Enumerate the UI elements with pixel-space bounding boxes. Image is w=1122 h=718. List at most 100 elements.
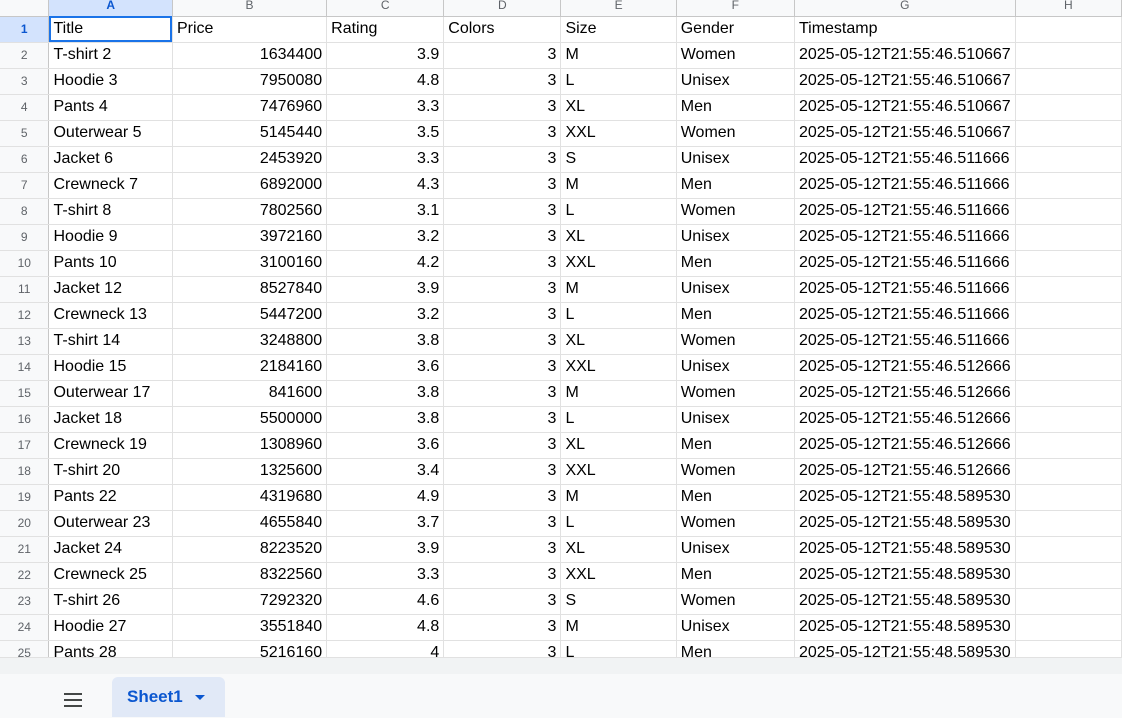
cell-g[interactable]: 2025-05-12T21:55:46.512666 [794, 406, 1016, 433]
cell-c[interactable]: 3.7 [326, 510, 445, 537]
cell-c[interactable]: 3.3 [326, 94, 445, 121]
cell-c[interactable]: 3.6 [326, 432, 445, 459]
cell-h[interactable] [1015, 458, 1122, 485]
cell-e[interactable]: XXL [560, 458, 677, 485]
cell-b[interactable]: 7292320 [172, 588, 328, 615]
cell-a[interactable]: T-shirt 20 [48, 458, 173, 485]
cell-e[interactable]: M [560, 484, 677, 511]
cell-g[interactable]: Timestamp [794, 16, 1016, 43]
cell-e[interactable]: L [560, 406, 677, 433]
cell-d[interactable]: 3 [443, 42, 562, 69]
cell-b[interactable]: 4319680 [172, 484, 328, 511]
cell-d[interactable]: 3 [443, 354, 562, 381]
cell-g[interactable]: 2025-05-12T21:55:46.510667 [794, 68, 1016, 95]
cell-h[interactable] [1015, 172, 1122, 199]
cell-c[interactable]: 3.1 [326, 198, 445, 225]
cell-e[interactable]: XL [560, 328, 677, 355]
cell-c[interactable]: 4.6 [326, 588, 445, 615]
cell-e[interactable]: L [560, 302, 677, 329]
row-number[interactable]: 8 [0, 198, 50, 225]
cell-g[interactable]: 2025-05-12T21:55:46.511666 [794, 198, 1016, 225]
row-number[interactable]: 24 [0, 614, 50, 641]
row-number[interactable]: 17 [0, 432, 50, 459]
row-number[interactable]: 7 [0, 172, 50, 199]
cell-e[interactable]: L [560, 198, 677, 225]
cell-h[interactable] [1015, 250, 1122, 277]
cell-g[interactable]: 2025-05-12T21:55:46.511666 [794, 224, 1016, 251]
cell-e[interactable]: M [560, 172, 677, 199]
cell-e[interactable]: Size [560, 16, 677, 43]
cell-e[interactable]: XXL [560, 354, 677, 381]
cell-b[interactable]: 1308960 [172, 432, 328, 459]
cell-f[interactable]: Women [676, 588, 795, 615]
column-header-f[interactable]: F [676, 0, 795, 17]
cell-a[interactable]: Hoodie 15 [48, 354, 173, 381]
cell-a[interactable]: Crewneck 19 [48, 432, 173, 459]
cell-f[interactable]: Men [676, 562, 795, 589]
cell-c[interactable]: 3.5 [326, 120, 445, 147]
cell-f[interactable]: Women [676, 198, 795, 225]
cell-f[interactable]: Men [676, 250, 795, 277]
cell-b[interactable]: 8527840 [172, 276, 328, 303]
row-number[interactable]: 4 [0, 94, 50, 121]
cell-g[interactable]: 2025-05-12T21:55:48.589530 [794, 588, 1016, 615]
cell-d[interactable]: 3 [443, 562, 562, 589]
row-number[interactable]: 6 [0, 146, 50, 173]
cell-h[interactable] [1015, 536, 1122, 563]
row-number[interactable]: 18 [0, 458, 50, 485]
cell-a[interactable]: Hoodie 3 [48, 68, 173, 95]
cell-f[interactable]: Men [676, 94, 795, 121]
cell-d[interactable]: 3 [443, 172, 562, 199]
cell-g[interactable]: 2025-05-12T21:55:46.512666 [794, 458, 1016, 485]
cell-c[interactable]: 3.3 [326, 562, 445, 589]
column-header-d[interactable]: D [443, 0, 562, 17]
cell-f[interactable]: Unisex [676, 614, 795, 641]
cell-h[interactable] [1015, 432, 1122, 459]
cell-c[interactable]: 3.9 [326, 42, 445, 69]
cell-c[interactable]: 3.8 [326, 406, 445, 433]
cell-a[interactable]: Jacket 18 [48, 406, 173, 433]
cell-g[interactable]: 2025-05-12T21:55:48.589530 [794, 536, 1016, 563]
cell-e[interactable]: L [560, 510, 677, 537]
row-number[interactable]: 14 [0, 354, 50, 381]
row-number[interactable]: 12 [0, 302, 50, 329]
select-all-corner[interactable] [0, 0, 50, 17]
cell-d[interactable]: 3 [443, 510, 562, 537]
cell-f[interactable]: Unisex [676, 68, 795, 95]
cell-e[interactable]: L [560, 68, 677, 95]
cell-c[interactable]: 3.9 [326, 276, 445, 303]
cell-e[interactable]: M [560, 42, 677, 69]
column-header-e[interactable]: E [560, 0, 677, 17]
cell-d[interactable]: 3 [443, 146, 562, 173]
cell-b[interactable]: 4655840 [172, 510, 328, 537]
cell-b[interactable]: 5447200 [172, 302, 328, 329]
cell-d[interactable]: 3 [443, 302, 562, 329]
row-number[interactable]: 10 [0, 250, 50, 277]
cell-h[interactable] [1015, 16, 1122, 43]
cell-b[interactable]: 1634400 [172, 42, 328, 69]
cell-a[interactable]: Outerwear 23 [48, 510, 173, 537]
cell-f[interactable]: Women [676, 458, 795, 485]
column-header-g[interactable]: G [794, 0, 1016, 17]
cell-h[interactable] [1015, 406, 1122, 433]
row-number[interactable]: 1 [0, 16, 50, 43]
cell-a[interactable]: T-shirt 26 [48, 588, 173, 615]
cell-a[interactable]: T-shirt 14 [48, 328, 173, 355]
cell-g[interactable]: 2025-05-12T21:55:48.589530 [794, 640, 1016, 657]
row-number[interactable]: 11 [0, 276, 50, 303]
cell-e[interactable]: M [560, 614, 677, 641]
cell-h[interactable] [1015, 588, 1122, 615]
cell-b[interactable]: 8322560 [172, 562, 328, 589]
cell-d[interactable]: 3 [443, 588, 562, 615]
cell-g[interactable]: 2025-05-12T21:55:46.510667 [794, 120, 1016, 147]
cell-a[interactable]: Pants 10 [48, 250, 173, 277]
cell-h[interactable] [1015, 614, 1122, 641]
cell-a[interactable]: Jacket 24 [48, 536, 173, 563]
cell-a[interactable]: Crewneck 7 [48, 172, 173, 199]
cell-c[interactable]: 3.3 [326, 146, 445, 173]
cell-f[interactable]: Men [676, 172, 795, 199]
cell-d[interactable]: 3 [443, 380, 562, 407]
row-number[interactable]: 23 [0, 588, 50, 615]
row-number[interactable]: 3 [0, 68, 50, 95]
